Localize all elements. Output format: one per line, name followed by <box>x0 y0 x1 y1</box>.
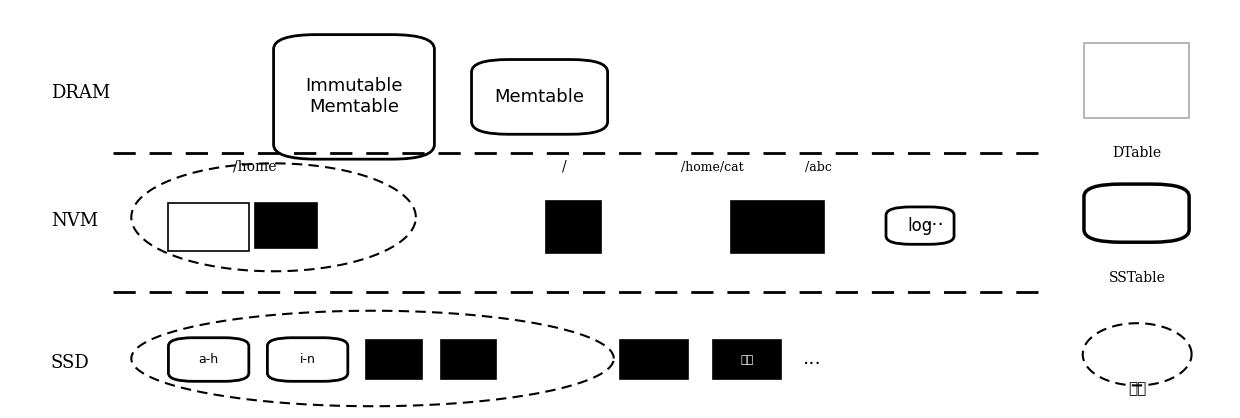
Text: /abc: /abc <box>805 161 831 174</box>
Text: a-h: a-h <box>198 353 218 366</box>
Text: a-n: a-n <box>198 220 218 233</box>
Text: Memtable: Memtable <box>495 88 584 106</box>
Bar <box>732 201 825 252</box>
Bar <box>366 340 422 379</box>
Bar <box>620 340 688 379</box>
Text: /home: /home <box>233 160 277 174</box>
Text: /: / <box>562 160 567 174</box>
Bar <box>713 340 781 379</box>
Text: SSD: SSD <box>51 354 89 372</box>
FancyBboxPatch shape <box>1084 184 1189 242</box>
FancyBboxPatch shape <box>169 338 249 381</box>
Text: log: log <box>908 217 932 234</box>
FancyBboxPatch shape <box>274 35 434 159</box>
Text: 目录: 目录 <box>1128 382 1146 397</box>
Bar <box>546 201 601 252</box>
Text: /home/cat: /home/cat <box>682 161 744 174</box>
FancyBboxPatch shape <box>268 338 347 381</box>
Text: DRAM: DRAM <box>51 84 110 102</box>
Bar <box>440 340 496 379</box>
Text: ...: ... <box>926 210 945 229</box>
Text: SSTable: SSTable <box>1109 270 1166 285</box>
Text: 忦忦: 忦忦 <box>740 354 754 364</box>
Bar <box>1084 43 1189 117</box>
Text: ...: ... <box>802 349 821 368</box>
Text: NVM: NVM <box>51 212 98 230</box>
FancyBboxPatch shape <box>471 59 608 134</box>
Text: i-n: i-n <box>300 353 315 366</box>
Bar <box>169 203 249 250</box>
FancyBboxPatch shape <box>887 207 954 244</box>
Bar <box>255 203 317 248</box>
Text: Immutable
Memtable: Immutable Memtable <box>305 77 403 116</box>
Text: DTable: DTable <box>1112 146 1162 160</box>
